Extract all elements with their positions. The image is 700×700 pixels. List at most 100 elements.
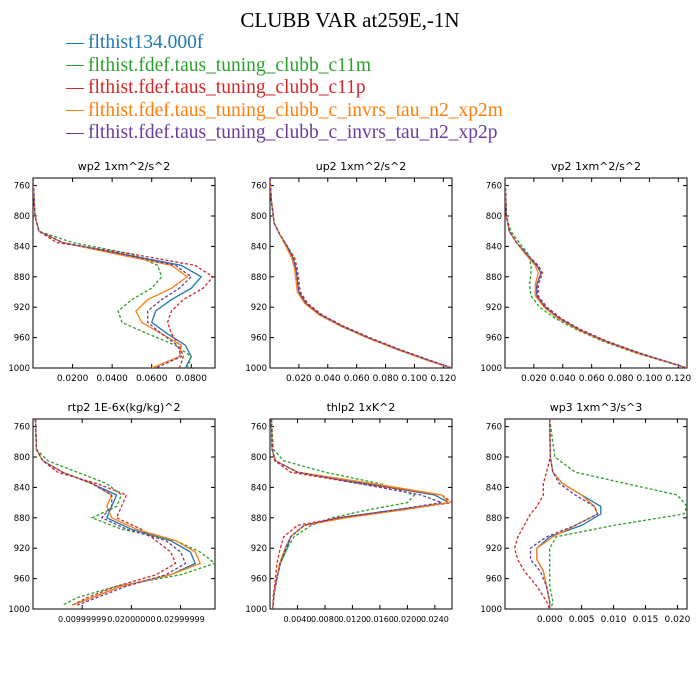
plot-frame (504, 177, 688, 369)
series-line (529, 419, 599, 609)
y-tick-label: 920 (486, 544, 502, 554)
x-tick-label: 0.0800 (176, 374, 208, 384)
x-tick-label: 0.020 (286, 374, 312, 384)
series-line (270, 178, 452, 368)
series-line (270, 419, 445, 609)
legend-label: flthist134.000f (88, 32, 204, 53)
x-tick-label: 0.060 (344, 374, 370, 384)
series-line (505, 178, 687, 368)
y-tick-label: 840 (14, 242, 30, 252)
x-tick-label: 0.100 (637, 374, 663, 384)
y-tick-label: 920 (14, 544, 30, 554)
legend-entry: flthist134.000f (66, 32, 503, 55)
panel-title: up2 1xm^2/s^2 (316, 160, 407, 173)
y-tick-label: 880 (14, 514, 30, 524)
panel-title: wp2 1xm^2/s^2 (78, 160, 171, 173)
y-tick-label: 1000 (245, 605, 267, 615)
series-line (270, 419, 416, 609)
y-tick-label: 1000 (8, 364, 30, 374)
legend-label: flthist.fdef.taus_tuning_clubb_c_invrs_t… (88, 122, 498, 143)
legend-swatch (66, 42, 84, 44)
series-line (33, 178, 193, 368)
y-tick-label: 880 (486, 514, 502, 524)
main-title: CLUBB VAR at259E,-1N (240, 8, 460, 32)
y-tick-label: 1000 (8, 605, 30, 615)
x-tick-label: 0.00999999 (58, 615, 106, 624)
y-tick-label: 960 (486, 334, 502, 344)
x-tick-label: 0.000 (537, 615, 563, 625)
legend-entry: flthist.fdef.taus_tuning_clubb_c11m (66, 55, 503, 78)
legend-label: flthist.fdef.taus_tuning_clubb_c11p (88, 77, 366, 98)
x-tick-label: 0.020 (665, 615, 691, 625)
y-tick-label: 960 (251, 334, 267, 344)
series-line (33, 178, 193, 368)
y-tick-label: 800 (486, 212, 502, 222)
y-tick-label: 800 (14, 212, 30, 222)
y-tick-label: 760 (251, 423, 267, 433)
series-line (270, 178, 452, 368)
y-tick-label: 840 (251, 483, 267, 493)
x-tick-label: 0.005 (569, 615, 595, 625)
y-tick-label: 920 (14, 303, 30, 313)
plot-frame (269, 177, 453, 369)
panel-title: rtp2 1E-6x(kg/kg)^2 (68, 401, 181, 414)
y-tick-label: 920 (251, 303, 267, 313)
x-tick-label: 0.0040 (283, 615, 311, 624)
panel-title: wp3 1xm^3/s^3 (550, 401, 643, 414)
panel-title: thlp2 1xK^2 (327, 401, 396, 414)
legend-swatch (66, 65, 84, 67)
x-tick-label: 0.060 (579, 374, 605, 384)
x-tick-label: 0.0240 (421, 615, 449, 624)
legend-label: flthist.fdef.taus_tuning_clubb_c_invrs_t… (88, 99, 503, 121)
y-tick-label: 960 (251, 575, 267, 585)
x-tick-label: 0.02000000 (107, 615, 155, 624)
x-tick-label: 0.0160 (366, 615, 394, 624)
series-line (513, 419, 551, 609)
x-tick-label: 0.080 (373, 374, 399, 384)
legend-entry: flthist.fdef.taus_tuning_clubb_c_invrs_t… (66, 100, 503, 123)
panel-title: vp2 1xm^2/s^2 (551, 160, 641, 173)
series-line (549, 419, 687, 609)
y-tick-label: 800 (251, 453, 267, 463)
legend-swatch (66, 132, 84, 134)
y-tick-label: 840 (486, 242, 502, 252)
y-tick-label: 1000 (480, 605, 502, 615)
x-tick-label: 0.02999999 (156, 615, 204, 624)
series-line (536, 419, 599, 609)
series-line (270, 419, 451, 609)
x-tick-label: 0.0400 (96, 374, 128, 384)
plot-frame (269, 418, 453, 610)
legend-entry: flthist.fdef.taus_tuning_clubb_c11p (66, 77, 503, 100)
series-line (33, 178, 214, 368)
series-line (536, 419, 602, 609)
y-tick-label: 840 (251, 242, 267, 252)
y-tick-label: 880 (14, 273, 30, 283)
x-tick-label: 0.120 (430, 374, 456, 384)
x-tick-label: 0.100 (402, 374, 428, 384)
plot-frame (504, 418, 688, 610)
y-tick-label: 960 (14, 334, 30, 344)
x-tick-label: 0.0200 (57, 374, 89, 384)
legend-swatch (66, 87, 84, 89)
series-line (34, 419, 177, 606)
plot-frame (32, 418, 216, 610)
y-tick-label: 960 (14, 575, 30, 585)
series-line (34, 419, 215, 606)
y-tick-label: 960 (486, 575, 502, 585)
x-tick-label: 0.080 (608, 374, 634, 384)
y-tick-label: 880 (251, 273, 267, 283)
series-line (33, 178, 189, 368)
x-tick-label: 0.120 (665, 374, 691, 384)
x-tick-label: 0.0080 (311, 615, 339, 624)
series-line (505, 178, 687, 368)
x-tick-label: 0.0200 (393, 615, 421, 624)
series-line (505, 178, 687, 368)
y-tick-label: 800 (14, 453, 30, 463)
x-tick-label: 0.040 (315, 374, 341, 384)
legend: flthist134.000f flthist.fdef.taus_tuning… (66, 32, 503, 145)
y-tick-label: 840 (14, 483, 30, 493)
y-tick-label: 760 (14, 423, 30, 433)
y-tick-label: 880 (486, 273, 502, 283)
y-tick-label: 760 (486, 182, 502, 192)
